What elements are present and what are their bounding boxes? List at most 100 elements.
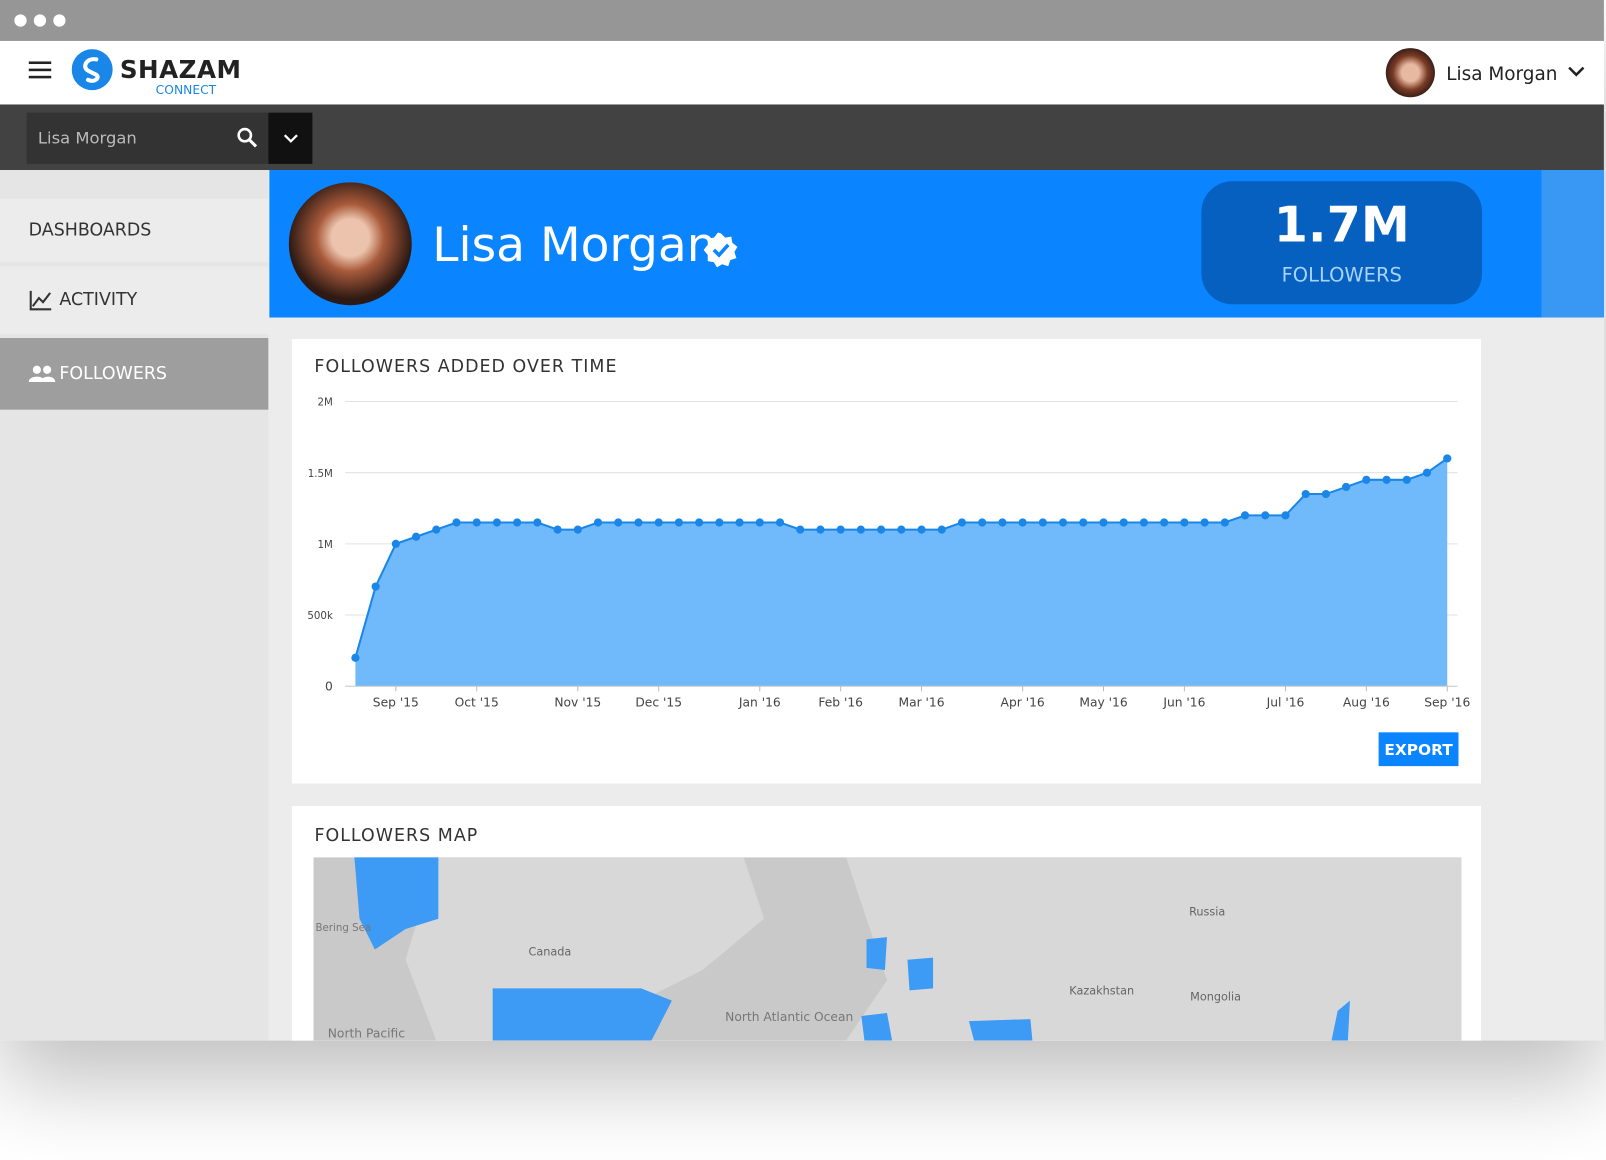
point	[897, 525, 906, 534]
logo-icon	[71, 49, 113, 91]
point	[1038, 518, 1047, 527]
point	[411, 532, 421, 541]
profile-avatar	[288, 182, 412, 306]
point	[998, 518, 1007, 527]
followers-icon	[28, 365, 56, 383]
x-tick-label: Dec '15	[635, 696, 682, 710]
point	[775, 518, 785, 527]
point	[877, 525, 886, 534]
x-tick-label: Sep '15	[373, 696, 419, 710]
point	[1058, 518, 1068, 527]
dropdown-chevron[interactable]	[283, 133, 299, 143]
point	[593, 518, 603, 527]
chart-title: FOLLOWERS ADDED OVER TIME	[314, 357, 617, 377]
point	[695, 518, 704, 527]
y-tick-label: 1.5M	[308, 468, 333, 480]
point	[816, 525, 825, 534]
search-box[interactable]	[26, 112, 269, 164]
map-title: FOLLOWERS MAP	[314, 825, 479, 847]
point	[937, 525, 946, 534]
x-tick-label: Apr '16	[1001, 696, 1045, 710]
point	[614, 518, 623, 527]
x-tick-label: Aug '16	[1343, 696, 1390, 710]
chart: FOLLOWERS ADDED OVER TIME 0 500k 1M 1.5M 2M S…	[307, 357, 1470, 710]
sidebar-label[interactable]: FOLLOWERS	[59, 363, 167, 385]
point	[1220, 518, 1229, 527]
logo-text: SHAZAM	[119, 55, 242, 84]
title-bar	[0, 0, 1604, 41]
app-header	[0, 40, 1604, 105]
point	[957, 518, 967, 527]
y-tick-label: 0	[325, 679, 333, 693]
export-label[interactable]: EXPORT	[1384, 740, 1453, 759]
user-name[interactable]: Lisa Morgan	[1446, 63, 1558, 86]
point	[674, 518, 684, 527]
sidebar-item[interactable]: DASHBOARDS	[0, 198, 269, 263]
point	[1200, 518, 1209, 527]
point	[856, 525, 865, 534]
x-tick-label: Jul '16	[1266, 696, 1305, 710]
point	[1119, 518, 1128, 527]
user-menu-chevron[interactable]	[1567, 66, 1585, 78]
point	[917, 525, 926, 534]
export-button[interactable]: EXPORT	[1378, 732, 1459, 767]
map-label: North Pacific	[328, 1027, 405, 1041]
point	[533, 518, 542, 527]
sidebar-item[interactable]: ACTIVITY	[0, 266, 269, 334]
browser-window: SHAZAM CONNECT Lisa Morgan Lisa Morgan D…	[0, 0, 1604, 1041]
point	[1079, 518, 1088, 527]
search-icon[interactable]	[237, 127, 260, 150]
point	[1301, 489, 1310, 499]
point	[654, 518, 663, 527]
chart-card: FOLLOWERS ADDED OVER TIME 0 500k 1M 1.5M 2M S…	[291, 339, 1482, 784]
banner-edge	[1541, 170, 1604, 318]
logo-subtext: CONNECT	[155, 82, 217, 98]
point	[371, 582, 380, 591]
y-tick-label: 2M	[318, 397, 333, 409]
map-label: Mongolia	[1190, 991, 1241, 1004]
point	[1240, 511, 1250, 520]
point	[634, 518, 643, 527]
sidebar-label[interactable]: DASHBOARDS	[28, 220, 152, 241]
point	[1342, 482, 1351, 492]
x-tick-label: Nov '15	[554, 696, 601, 710]
point	[836, 525, 845, 534]
point	[735, 518, 744, 527]
point	[715, 518, 724, 527]
point	[391, 539, 400, 548]
x-tick-label: Oct '15	[455, 696, 499, 710]
sidebar-label[interactable]: ACTIVITY	[59, 289, 138, 311]
point	[1422, 468, 1432, 477]
stat-value: 1.7M	[1273, 196, 1410, 255]
map[interactable]: Bering Sea Canada North Pacific North At…	[313, 857, 1462, 1041]
point	[978, 518, 987, 527]
x-tick-label: Sep '16	[1424, 696, 1470, 710]
area	[355, 458, 1448, 687]
point	[432, 525, 441, 534]
sidebar-item-active[interactable]: FOLLOWERS	[0, 337, 269, 410]
user-avatar[interactable]	[1385, 47, 1436, 98]
map-label: Kazakhstan	[1069, 985, 1134, 998]
point	[1139, 518, 1149, 527]
window-dot	[33, 14, 47, 27]
point	[492, 518, 502, 527]
x-tick-label: Jan '16	[738, 696, 781, 710]
search-dropdown[interactable]	[268, 112, 313, 164]
profile-name: Lisa Morgan	[432, 217, 717, 273]
activity-icon	[29, 290, 52, 311]
map-label: Canada	[529, 946, 572, 959]
point	[1402, 475, 1411, 484]
x-tick-label: May '16	[1079, 696, 1127, 710]
y-tick-label: 500k	[307, 610, 333, 622]
point	[1261, 511, 1270, 520]
menu-icon[interactable]	[28, 59, 54, 79]
x-tick-label: Feb '16	[818, 696, 863, 710]
search-text[interactable]: Lisa Morgan	[37, 128, 137, 148]
point	[1180, 518, 1189, 527]
point	[755, 518, 764, 527]
point	[796, 525, 805, 534]
point	[1281, 511, 1290, 520]
map-label: North Atlantic Ocean	[725, 1010, 853, 1024]
